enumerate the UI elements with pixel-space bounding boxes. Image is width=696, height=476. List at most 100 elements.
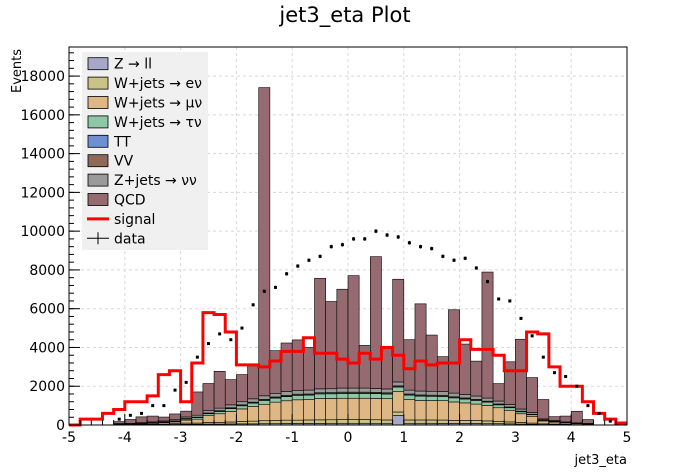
legend-swatch — [88, 135, 108, 147]
data-point — [229, 338, 232, 341]
bar-w-jets — [527, 416, 538, 423]
bar-w-jets — [460, 399, 471, 403]
bar-w-jets — [259, 400, 270, 404]
bar-z-jets — [359, 388, 370, 392]
bar-w-jets — [393, 392, 404, 412]
bar-w-jets-e — [292, 420, 303, 423]
bar-w-jets-e — [482, 421, 493, 424]
bar-qcd — [326, 302, 337, 389]
bar-z-jets — [292, 390, 303, 394]
bar-w-jets — [393, 387, 404, 392]
bar-w-jets — [471, 404, 482, 420]
data-point — [341, 243, 344, 246]
data-point — [586, 404, 589, 407]
bar-w-jets — [448, 402, 459, 420]
bar-w-jets — [482, 402, 493, 405]
y-tick-label: 12000 — [20, 185, 65, 201]
legend-label: Z → ll — [114, 57, 152, 73]
y-tick-label: 2000 — [29, 379, 65, 395]
bar-qcd — [538, 400, 549, 419]
data-point — [408, 241, 411, 244]
bar-w-jets — [460, 403, 471, 420]
data-point — [307, 259, 310, 262]
bar-w-jets — [236, 409, 247, 422]
bar-qcd — [527, 378, 538, 413]
bar-z-jets — [504, 404, 515, 407]
data-point — [196, 356, 199, 359]
bar-w-jets — [493, 408, 504, 422]
data-point — [162, 404, 165, 407]
bar-w-jets — [471, 400, 482, 404]
bar-w-jets — [370, 398, 381, 419]
bar-w-jets — [192, 419, 203, 423]
bar-w-jets — [359, 398, 370, 419]
bar-z-jets — [448, 393, 459, 397]
bar-w-jets — [348, 393, 359, 398]
data-point — [285, 272, 288, 275]
bar-z-jets — [236, 402, 247, 405]
chart-title: jet3_eta Plot — [278, 3, 410, 28]
bar-qcd — [236, 375, 247, 402]
y-tick-label: 10000 — [20, 224, 65, 240]
legend-swatch — [88, 155, 108, 167]
bar-qcd — [270, 351, 281, 394]
bar-w-jets — [248, 403, 259, 406]
bar-w-jets — [437, 401, 448, 420]
x-axis-label: jet3_eta — [573, 453, 627, 468]
bar-w-jets — [504, 408, 515, 411]
bar-w-jets — [415, 396, 426, 400]
data-point — [441, 255, 444, 258]
bar-w-jets — [404, 400, 415, 420]
bar-w-jets — [426, 401, 437, 420]
legend-label: W+jets → μν — [114, 96, 202, 112]
data-point — [252, 303, 255, 306]
bar-w-jets — [437, 396, 448, 400]
bar-w-jets-e — [426, 420, 437, 423]
bar-qcd — [248, 366, 259, 399]
data-point — [263, 290, 266, 293]
bar-qcd — [515, 339, 526, 409]
bar-w-jets — [415, 401, 426, 420]
bar-w-jets-e — [370, 420, 381, 423]
data-point — [598, 412, 601, 415]
bar-w-jets — [404, 395, 415, 399]
bar-w-jets — [248, 407, 259, 422]
bar-z-ll — [393, 415, 404, 425]
bar-w-jets — [381, 394, 392, 399]
data-point — [453, 259, 456, 262]
bar-w-jets — [426, 396, 437, 400]
x-tick-label: 5 — [623, 430, 632, 446]
bar-qcd — [460, 344, 471, 394]
bar-w-jets — [448, 398, 459, 402]
bar-w-jets-e — [236, 422, 247, 424]
y-tick-label: 6000 — [29, 302, 65, 318]
bar-qcd — [136, 417, 147, 423]
legend-label: Z+jets → νν — [114, 173, 197, 189]
bar-w-jets — [270, 398, 281, 402]
data-point — [218, 332, 221, 335]
data-point — [129, 414, 132, 417]
bar-z-jets — [225, 405, 236, 408]
data-point — [319, 255, 322, 258]
bar-w-jets — [303, 400, 314, 420]
data-point — [575, 385, 578, 388]
bar-w-jets — [236, 406, 247, 409]
data-point — [296, 265, 299, 268]
bar-w-jets — [292, 395, 303, 399]
bar-w-jets — [337, 393, 348, 398]
bar-qcd — [482, 272, 493, 398]
data-point — [174, 389, 177, 392]
x-tick-label: 3 — [511, 430, 520, 446]
bar-w-jets — [370, 394, 381, 399]
bar-w-jets — [337, 398, 348, 419]
bar-w-jets-e — [437, 420, 448, 423]
x-tick-label: -2 — [229, 430, 243, 446]
bar-w-jets-e — [348, 420, 359, 424]
x-tick-label: 2 — [455, 430, 464, 446]
bar-z-jets — [281, 391, 292, 395]
legend-label: VV — [114, 154, 134, 170]
bar-w-jets-e — [270, 421, 281, 424]
bar-w-jets-e — [303, 420, 314, 423]
bar-w-jets-e — [471, 421, 482, 424]
bar-w-jets — [348, 398, 359, 419]
